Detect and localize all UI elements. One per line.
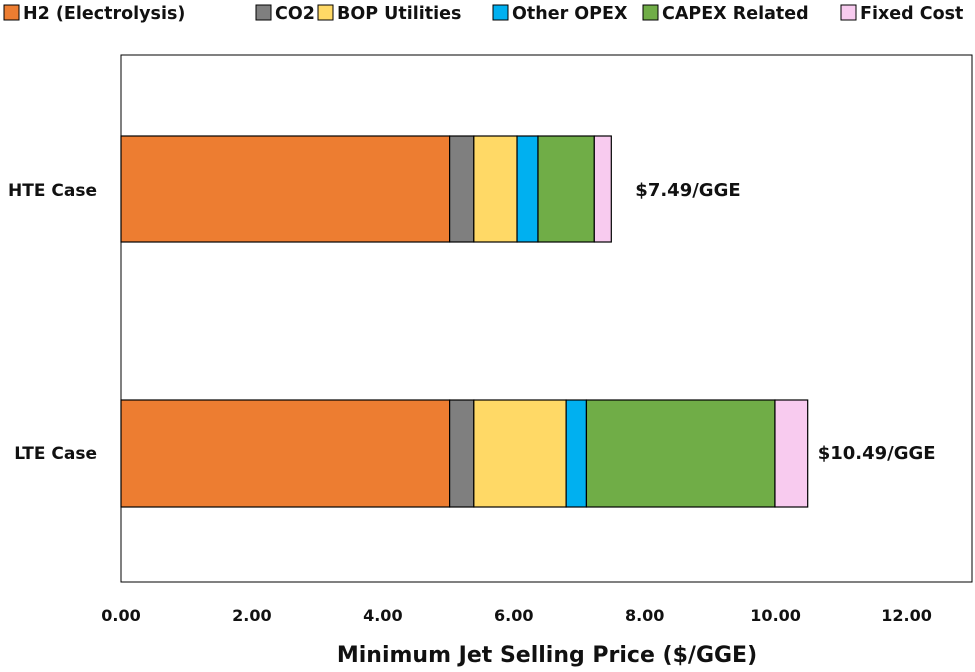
category-labels: HTE Case LTE Case	[8, 181, 97, 464]
x-tick-label: 12.00	[881, 606, 932, 625]
legend-item-co2: CO2	[255, 4, 315, 24]
legend-label-other-opex: Other OPEX	[512, 4, 628, 24]
bars	[120, 135, 809, 508]
x-tick-label: 6.00	[494, 606, 533, 625]
category-label-lte-case: LTE Case	[14, 444, 97, 464]
legend-swatch-bop-utilities	[317, 4, 334, 21]
category-label-hte-case: HTE Case	[8, 181, 97, 201]
legend-label-fixed-cost: Fixed Cost	[860, 4, 963, 24]
legend-label-bop-utilities: BOP Utilities	[337, 4, 461, 24]
legend-label-co2: CO2	[275, 4, 315, 24]
bar-segment-hte-case-h2-electrolysis	[120, 135, 451, 243]
bar-segment-lte-case-co2	[449, 399, 475, 508]
bar-segment-lte-case-fixed-cost	[774, 399, 809, 508]
legend-swatch-other-opex	[492, 4, 509, 21]
x-tick-label: 0.00	[101, 606, 140, 625]
bar-segment-lte-case-capex-related	[585, 399, 776, 508]
x-tick-label: 2.00	[232, 606, 271, 625]
legend-swatch-capex-related	[642, 4, 659, 21]
legend-item-h2-electrolysis: H2 (Electrolysis)	[3, 4, 185, 24]
bar-segment-lte-case-other-opex	[565, 399, 588, 508]
total-labels: $7.49/GGE $10.49/GGE	[635, 180, 935, 464]
bar-segment-hte-case-other-opex	[516, 135, 539, 243]
legend-item-capex-related: CAPEX Related	[642, 4, 809, 24]
legend-item-fixed-cost: Fixed Cost	[840, 4, 963, 24]
bar-segment-hte-case-co2	[449, 135, 475, 243]
legend: H2 (Electrolysis) CO2 BOP Utilities Other O…	[3, 4, 963, 24]
x-axis-title: Minimum Jet Selling Price ($/GGE)	[337, 643, 757, 668]
legend-item-other-opex: Other OPEX	[492, 4, 628, 24]
legend-item-bop-utilities: BOP Utilities	[317, 4, 461, 24]
bar-segment-lte-case-h2-electrolysis	[120, 399, 451, 508]
x-tick-label: 4.00	[363, 606, 402, 625]
total-label-lte-case: $10.49/GGE	[818, 443, 936, 464]
legend-swatch-co2	[255, 4, 272, 21]
bar-segment-hte-case-bop-utilities	[473, 135, 518, 243]
legend-label-h2-electrolysis: H2 (Electrolysis)	[23, 4, 185, 24]
x-tick-label: 8.00	[625, 606, 664, 625]
x-tick-label: 10.00	[750, 606, 801, 625]
bar-group-lte-case	[120, 399, 809, 508]
legend-swatch-fixed-cost	[840, 4, 857, 21]
bar-segment-lte-case-bop-utilities	[473, 399, 567, 508]
legend-label-capex-related: CAPEX Related	[662, 4, 809, 24]
bar-segment-hte-case-fixed-cost	[593, 135, 612, 243]
legend-swatch-h2-electrolysis	[3, 4, 20, 21]
total-label-hte-case: $7.49/GGE	[635, 180, 740, 201]
x-tick-labels: 0.00 2.00 4.00 6.00 8.00 10.00 12.00	[101, 606, 932, 625]
bar-group-hte-case	[120, 135, 612, 243]
bar-segment-hte-case-capex-related	[537, 135, 595, 243]
